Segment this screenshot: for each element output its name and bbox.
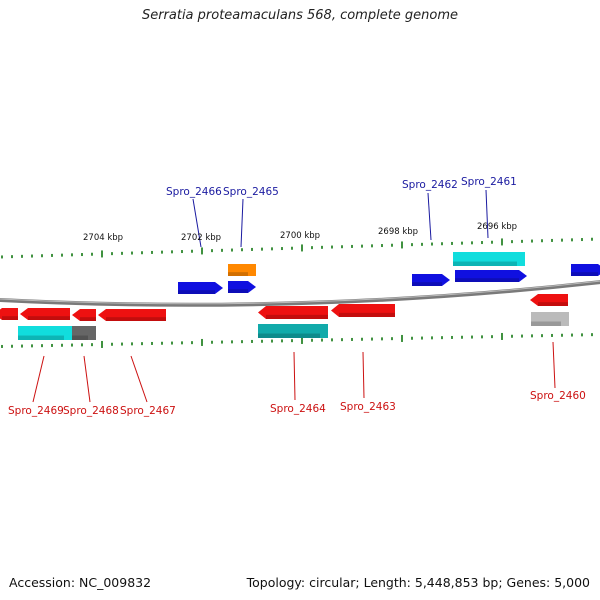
tick-marks	[1, 237, 593, 348]
gene-feature-spro-2460[interactable]	[530, 294, 568, 306]
kbp-label: 2700 kbp	[280, 231, 320, 241]
gene-feature-edge-right[interactable]	[571, 264, 600, 276]
gene-feature-spro-2468[interactable]	[72, 309, 96, 321]
label-leader-line	[192, 198, 202, 248]
gene-label-spro-2461[interactable]: Spro_2461	[461, 176, 517, 188]
gene-feature-spro-2463[interactable]	[331, 304, 395, 317]
gene-label-spro-2466[interactable]: Spro_2466	[166, 186, 222, 198]
gene-label-spro-2460[interactable]: Spro_2460	[530, 390, 586, 402]
gene-label-spro-2465[interactable]: Spro_2465	[223, 186, 279, 198]
gene-label-spro-2464[interactable]: Spro_2464	[270, 403, 326, 415]
gene-feature-teal[interactable]	[258, 324, 328, 338]
gene-feature-orange[interactable]	[228, 264, 256, 276]
kbp-label: 2698 kbp	[378, 227, 418, 237]
accession-text: Accession: NC_009832	[9, 575, 152, 590]
label-leader-line	[293, 351, 296, 401]
gene-feature-spro-2469[interactable]	[20, 308, 70, 320]
label-leader-line	[240, 198, 244, 248]
gene-label-spro-2469[interactable]: Spro_2469	[8, 405, 64, 417]
gene-label-spro-2463[interactable]: Spro_2463	[340, 401, 396, 413]
kbp-label: 2696 kbp	[477, 222, 517, 232]
kbp-label: 2702 kbp	[181, 233, 221, 243]
gene-feature-spro-2467[interactable]	[98, 309, 166, 321]
gene-label-spro-2468[interactable]: Spro_2468	[63, 405, 119, 417]
label-leader-line	[485, 189, 489, 239]
genome-backbone	[0, 280, 600, 307]
topology-summary: Topology: circular; Length: 5,448,853 bp…	[246, 575, 590, 590]
gene-feature-spro-2466[interactable]	[178, 282, 223, 294]
gene-label-spro-2462[interactable]: Spro_2462	[402, 179, 458, 191]
gene-feature-edge-left[interactable]	[0, 308, 18, 320]
gene-feature-lightgray[interactable]	[531, 312, 569, 326]
gene-feature-spro-2461[interactable]	[455, 270, 527, 282]
label-leader-line	[83, 355, 91, 403]
gene-feature-cyan-top[interactable]	[453, 252, 525, 266]
label-leader-line	[130, 355, 148, 403]
gene-feature-spro-2462[interactable]	[412, 274, 450, 286]
gene-feature-spro-2464[interactable]	[258, 306, 328, 319]
label-leader-line	[362, 351, 365, 399]
label-leader-line	[427, 192, 432, 241]
genome-backbone-highlight	[0, 280, 600, 305]
gene-label-spro-2467[interactable]: Spro_2467	[120, 405, 176, 417]
map-title: Serratia proteamaculans 568, complete ge…	[141, 8, 459, 23]
label-leader-line	[552, 341, 556, 389]
kbp-label: 2704 kbp	[83, 233, 123, 243]
label-leader-line	[32, 355, 45, 403]
gene-feature-spro-2465[interactable]	[228, 281, 256, 293]
gene-feature-cyan-low[interactable]	[18, 326, 72, 340]
gene-feature-gray-low[interactable]	[72, 326, 96, 340]
label-leaders	[32, 189, 556, 403]
gene-features	[0, 252, 600, 340]
